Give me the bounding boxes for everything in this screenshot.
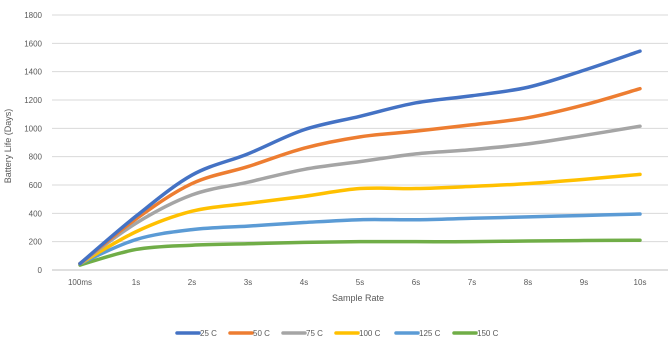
x-tick-label: 5s bbox=[356, 278, 364, 287]
y-tick-label: 1600 bbox=[24, 39, 42, 48]
y-tick-label: 0 bbox=[38, 266, 43, 275]
x-tick-label: 10s bbox=[634, 278, 647, 287]
legend-label: 150 C bbox=[477, 329, 499, 338]
series-line bbox=[78, 172, 642, 266]
series-line bbox=[78, 238, 642, 267]
x-tick-label: 100ms bbox=[68, 278, 92, 287]
y-tick-label: 800 bbox=[29, 153, 43, 162]
x-axis-title: Sample Rate bbox=[332, 293, 384, 303]
y-axis-title: Battery Life (Days) bbox=[3, 109, 13, 184]
legend-label: 75 C bbox=[306, 329, 323, 338]
series-line bbox=[78, 124, 642, 266]
x-tick-label: 7s bbox=[468, 278, 476, 287]
series-line bbox=[78, 49, 642, 266]
y-tick-label: 600 bbox=[29, 181, 43, 190]
legend-label: 125 C bbox=[419, 329, 441, 338]
gridlines bbox=[52, 14, 668, 271]
legend-label: 50 C bbox=[253, 329, 270, 338]
y-tick-label: 1800 bbox=[24, 11, 42, 20]
x-tick-label: 4s bbox=[300, 278, 308, 287]
x-tick-label: 8s bbox=[524, 278, 532, 287]
legend-label: 100 C bbox=[359, 329, 381, 338]
legend-label: 25 C bbox=[200, 329, 217, 338]
y-tick-label: 1000 bbox=[24, 124, 42, 133]
x-tick-label: 6s bbox=[412, 278, 420, 287]
x-tick-label: 1s bbox=[132, 278, 140, 287]
legend-item: 75 C bbox=[281, 329, 323, 338]
y-tick-label: 200 bbox=[29, 238, 43, 247]
legend: 25 C 50 C 75 C 100 C 125 C 150 C bbox=[175, 329, 499, 338]
series-lines bbox=[78, 49, 642, 267]
x-tick-label: 2s bbox=[188, 278, 196, 287]
legend-item: 25 C bbox=[175, 329, 217, 338]
legend-item: 50 C bbox=[228, 329, 270, 338]
legend-item: 125 C bbox=[394, 329, 441, 338]
legend-item: 150 C bbox=[452, 329, 499, 338]
series-line bbox=[78, 86, 642, 266]
series-line bbox=[78, 212, 642, 266]
legend-item: 100 C bbox=[334, 329, 381, 338]
y-tick-label: 1400 bbox=[24, 68, 42, 77]
y-axis-ticks: 0 200 400 600 800 1000 1200 1400 1600 1800 bbox=[24, 11, 42, 275]
x-tick-label: 3s bbox=[244, 278, 252, 287]
x-tick-label: 9s bbox=[580, 278, 588, 287]
y-tick-label: 400 bbox=[29, 209, 43, 218]
x-axis-ticks: 100ms 1s 2s 3s 4s 5s 6s 7s 8s 9s 10s bbox=[68, 278, 646, 287]
y-tick-label: 1200 bbox=[24, 96, 42, 105]
